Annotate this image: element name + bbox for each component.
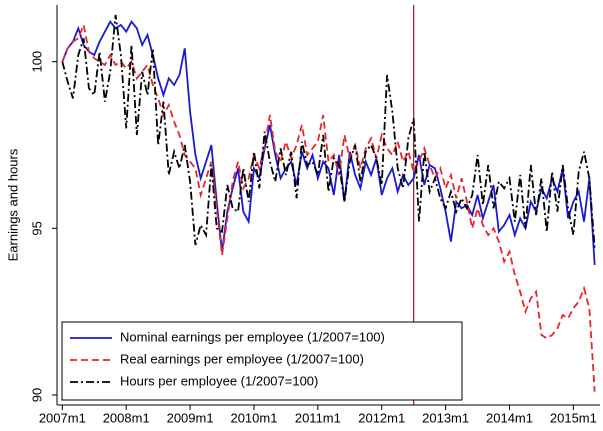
y-tick-label: 90 <box>29 388 44 402</box>
x-tick-label: 2007m1 <box>39 410 86 425</box>
x-tick-label: 2011m1 <box>295 410 341 425</box>
legend-label: Hours per employee (1/2007=100) <box>120 373 318 388</box>
x-tick-label: 2014m1 <box>486 410 533 425</box>
x-tick-label: 2009m1 <box>167 410 214 425</box>
x-tick-label: 2013m1 <box>422 410 469 425</box>
legend-label: Real earnings per employee (1/2007=100) <box>120 351 364 366</box>
x-tick-label: 2015m1 <box>550 410 597 425</box>
x-tick-label: 2010m1 <box>230 410 277 425</box>
series-line <box>61 20 596 266</box>
x-tick-label: 2012m1 <box>358 410 405 425</box>
series-line <box>61 14 596 249</box>
legend-box <box>61 321 463 401</box>
legend-label: Nominal earnings per employee (1/2007=10… <box>120 329 385 344</box>
y-axis-title: Earnings and hours <box>5 148 20 261</box>
y-tick-label: 95 <box>29 221 44 235</box>
x-tick-label: 2008m1 <box>103 410 150 425</box>
y-tick-label: 100 <box>29 51 44 73</box>
